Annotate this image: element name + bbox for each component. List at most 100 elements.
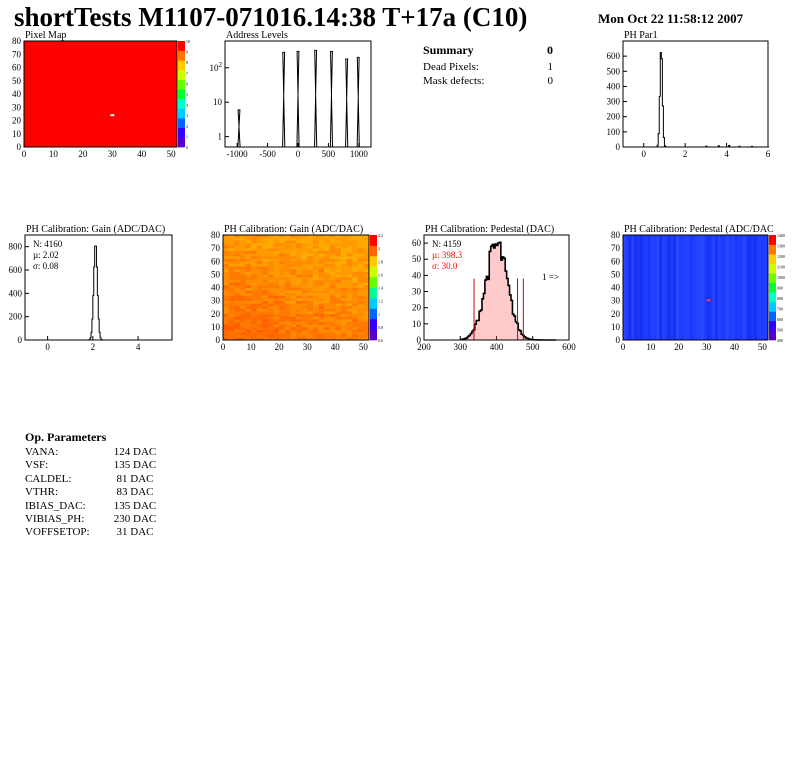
gain-map-cell [296,321,302,325]
gain-map-cell [352,274,359,278]
gain-map-cell [284,290,291,294]
gain-map-cell [245,279,252,283]
gain-map-cell [284,316,291,320]
gain-map-cell [301,290,308,294]
gain-map-cell [228,300,235,304]
gain-map-cell [245,274,252,278]
gain-map-cell [256,319,263,322]
gain-map-cell [267,329,274,333]
gain-map-cell [228,311,235,315]
gain-map-cell [318,326,325,330]
gain-map-cell [335,311,342,315]
colorbar-label: 9 [186,50,188,55]
gain-map-cell [340,266,347,270]
param-label: VOFFSETOP: [25,526,90,539]
gain-map-cell [324,279,330,283]
pedestal-map-column [664,235,668,340]
gain-map-cell [256,245,263,249]
gain-map-cell [262,300,269,304]
gain-map-cell [273,274,280,278]
pedestal-map-column [720,235,724,340]
gain-map-cell [251,256,257,259]
gain-map-cell [312,290,319,294]
y-tick-label: 10 [611,322,621,332]
x-tick-label: 0 [621,342,626,352]
gain-map-cell [296,284,302,288]
gain-map-cell [346,321,353,325]
gain-map-cell [363,235,370,238]
gain-map-cell [256,311,263,315]
gain-map-cell [267,334,274,338]
gain-map-cell [335,271,342,275]
gain-map-cell [256,279,263,283]
gain-map-cell [352,319,359,322]
gain-map-cell [223,334,229,338]
gain-map-cell [234,282,241,286]
gain-map-cell [346,303,353,307]
x-tick-label: 0 [221,342,226,352]
gain-map-cell [245,313,252,317]
gain-map-cell [290,250,297,254]
y-tick-label: 30 [412,287,422,297]
colorbar-label: 1.8 [378,259,383,264]
gain-map-cell [307,332,314,336]
colorbar-segment [178,89,185,100]
gain-map-cell [290,305,297,309]
colorbar-segment [370,277,377,288]
gain-map-cell [279,334,286,338]
gain-map-cell [234,324,241,328]
gain-map-cell [324,248,330,252]
address-peak [329,50,334,148]
gain-map-cell [245,337,252,341]
y-tick-label: 10 [412,319,422,329]
gain-map-cell [223,266,229,270]
x-tick-label: 4 [136,342,141,352]
gain-map-cell [234,263,241,267]
gain-map-cell [273,240,280,244]
gain-map-cell [324,271,330,275]
gain-map-cell [262,277,269,280]
gain-map-cell [318,269,325,273]
gain-map-cell [262,303,269,307]
gain-map-cell [318,334,325,338]
gain-map-cell [267,308,274,312]
gain-map-cell [290,266,297,270]
param-label: IBIAS_DAC: [25,499,86,512]
gain-map-cell [267,245,274,249]
gain-map-cell [357,242,364,246]
gain-map-cell [251,337,257,341]
gain-map-cell [228,261,235,265]
gain-map-cell [284,332,291,336]
gain-map-cell [256,326,263,330]
gain-map-cell [223,256,229,259]
colorbar-segment [769,263,776,274]
colorbar-label: 4 [186,103,188,108]
gain-map-cell [363,269,370,273]
gain-map-cell [234,277,241,280]
colorbar-label: 7 [186,71,188,76]
gain-map-cell [273,305,280,309]
x-tick-label: 20 [674,342,684,352]
address-peak [237,109,241,148]
gain-map-cell [290,271,297,275]
gain-map-cell [296,298,302,301]
y-tick-label: 40 [12,89,22,99]
gain-map-cell [279,271,286,275]
pedestal-map-column [684,235,688,340]
gain-map-cell [234,284,241,288]
gain-map-cell [363,326,370,330]
param-label: VSF: [25,459,49,472]
gain-map-cell [234,292,241,296]
gain-map-cell [301,334,308,338]
gain-map-cell [312,324,319,328]
gain-map-cell [346,311,353,315]
gain-map-cell [357,266,364,270]
gain-map-cell [239,316,246,320]
gain-map-cell [267,237,274,241]
gain-map-cell [290,277,297,280]
gain-map-cell [363,284,370,288]
pedestal-map-column [689,235,694,340]
gain-map-cell [251,308,257,312]
x-tick-label: 0 [45,342,50,352]
gain-map-cell [279,240,286,244]
